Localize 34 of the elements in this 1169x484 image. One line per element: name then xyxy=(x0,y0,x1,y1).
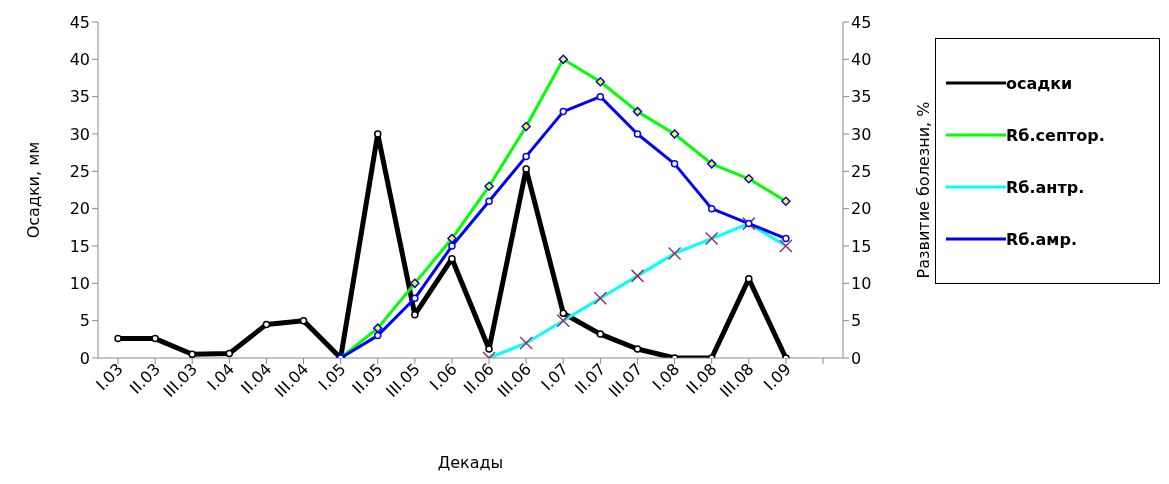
y2-tick-label: 20 xyxy=(851,199,872,219)
x-tick-label: I.08 xyxy=(648,359,684,395)
x-axis-title: Декады xyxy=(437,453,504,472)
legend-label: осадки xyxy=(1006,73,1073,93)
y-tick-label: 20 xyxy=(69,199,90,219)
legend-label: Rб.септор. xyxy=(1006,125,1105,145)
y-tick-label: 35 xyxy=(69,87,90,107)
x-tick-label: I.04 xyxy=(203,359,239,395)
y2-tick-label: 15 xyxy=(851,236,872,256)
x-tick-label: I.07 xyxy=(537,359,573,395)
y2-tick-label: 25 xyxy=(851,162,872,182)
y2-tick-label: 0 xyxy=(851,348,862,368)
y-tick-label: 40 xyxy=(69,50,90,70)
y2-tick-label: 5 xyxy=(851,311,862,331)
y-tick-label: 25 xyxy=(69,162,90,182)
y-tick-label: 0 xyxy=(79,348,90,368)
legend-label: Rб.амр. xyxy=(1006,229,1077,249)
y2-tick-label: 10 xyxy=(851,274,872,294)
x-tick-label: I.06 xyxy=(426,359,461,395)
x-tick-label: I.03 xyxy=(92,359,127,395)
x-tick-label: I.09 xyxy=(759,359,795,395)
y2-tick-label: 40 xyxy=(851,50,872,70)
y2-axis-title: Развитие болезни, % xyxy=(913,101,933,279)
y-tick-label: 45 xyxy=(69,12,90,32)
y2-tick-label: 45 xyxy=(851,12,872,32)
y-tick-label: 10 xyxy=(69,274,90,294)
y-tick-label: 5 xyxy=(79,311,90,331)
legend-label: Rб.антр. xyxy=(1006,177,1085,197)
y-axis-title: Осадки, мм xyxy=(23,141,43,239)
y-tick-label: 15 xyxy=(69,236,90,256)
y2-tick-label: 35 xyxy=(851,87,872,107)
y2-tick-label: 30 xyxy=(851,124,872,144)
y-tick-label: 30 xyxy=(69,124,90,144)
x-tick-label: I.05 xyxy=(314,359,350,395)
